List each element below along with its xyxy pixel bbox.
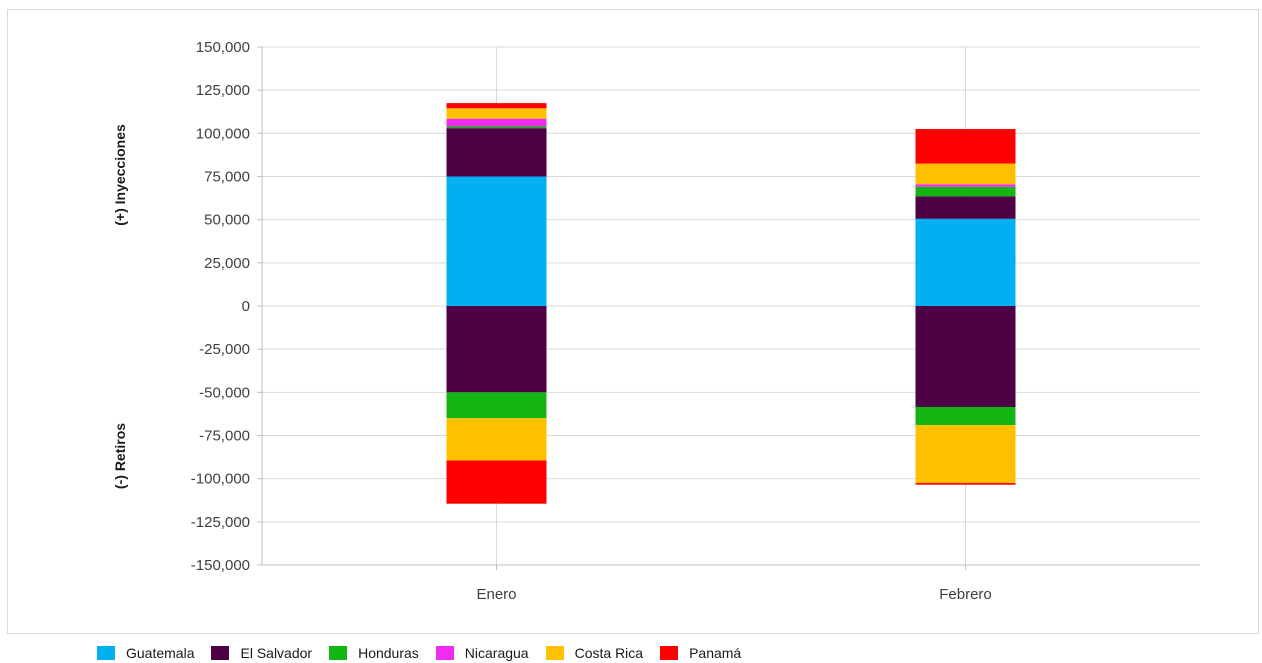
- y-axis-label-top: (+) Inyecciones: [112, 124, 128, 226]
- bar-segment-honduras-positive: [915, 186, 1016, 197]
- y-tick-label: 25,000: [204, 255, 250, 272]
- legend-label: El Salvador: [240, 645, 313, 661]
- bar-segment-honduras-negative: [446, 392, 547, 419]
- x-tick-label: Febrero: [939, 586, 992, 603]
- bar-segment-panam--positive: [915, 129, 1016, 164]
- bar-segment-costa-rica-positive: [915, 163, 1016, 185]
- chart-frame: [7, 9, 1259, 634]
- bar-segment-costa-rica-positive: [446, 108, 547, 119]
- y-tick-label: -75,000: [199, 428, 250, 445]
- gridlines: [262, 46, 1200, 566]
- bar-segment-honduras-positive: [446, 126, 547, 129]
- bar-segment-honduras-negative: [915, 407, 1016, 426]
- legend-item: El Salvador: [211, 645, 312, 661]
- legend-swatch: [329, 646, 348, 660]
- legend-item: Panamá: [660, 645, 741, 661]
- y-tick-label: -25,000: [199, 341, 250, 358]
- bar-segment-guatemala-positive: [446, 176, 547, 306]
- y-tick-label: -50,000: [199, 384, 250, 401]
- legend-swatch: [435, 646, 454, 660]
- legend-swatch: [660, 646, 679, 660]
- legend-swatch: [97, 646, 115, 660]
- y-axis-label-bottom: (-) Retiros: [112, 423, 128, 489]
- bar-segment-el-salvador-positive: [446, 128, 547, 177]
- y-tick-label: -150,000: [191, 557, 250, 574]
- y-tick-label: -100,000: [191, 471, 250, 488]
- bar-segment-el-salvador-positive: [915, 196, 1016, 219]
- bar-segment-el-salvador-negative: [915, 306, 1016, 408]
- legend-label: Panamá: [689, 645, 742, 661]
- bar-segment-nicaragua-positive: [915, 184, 1016, 187]
- legend-swatch: [211, 646, 230, 660]
- legend-item: Honduras: [329, 645, 419, 661]
- legend-label: Nicaragua: [464, 645, 529, 661]
- y-tick-label: 75,000: [204, 169, 250, 186]
- bars: [446, 103, 1016, 504]
- y-tick-label: 50,000: [204, 212, 250, 229]
- y-tick-label: -125,000: [191, 514, 250, 531]
- legend-label: Costa Rica: [574, 645, 644, 661]
- y-tick-label: 0: [242, 298, 250, 315]
- y-tick-label: 100,000: [196, 125, 250, 142]
- y-tick-label: 125,000: [196, 82, 250, 99]
- x-tick-label: Enero: [476, 586, 516, 603]
- legend-label: Honduras: [358, 645, 419, 661]
- bar-segment-panam--negative: [446, 460, 547, 504]
- legend-item: Nicaragua: [435, 645, 529, 661]
- y-tick-label: 150,000: [196, 39, 250, 56]
- legend-item: Costa Rica: [545, 645, 644, 661]
- bar-segment-guatemala-positive: [915, 218, 1016, 306]
- bar-segment-el-salvador-negative: [446, 306, 547, 393]
- bar-segment-panam--positive: [446, 103, 547, 109]
- legend-item: Guatemala: [97, 645, 194, 661]
- legend: Guatemala El Salvador Honduras Nicaragua Cos…: [97, 643, 758, 663]
- axes: 150,000 125,000 100,000 75,000 50,000 25,000 0…: [191, 39, 1200, 603]
- bar-segment-panam--negative: [915, 482, 1016, 485]
- stacked-bar-chart: 150,000 125,000 100,000 75,000 50,000 25,000 0…: [112, 39, 1200, 603]
- bar-segment-costa-rica-negative: [446, 418, 547, 461]
- bar-segment-costa-rica-negative: [915, 425, 1016, 483]
- legend-swatch: [545, 646, 564, 660]
- bar-segment-nicaragua-positive: [446, 118, 547, 127]
- legend-label: Guatemala: [126, 645, 195, 661]
